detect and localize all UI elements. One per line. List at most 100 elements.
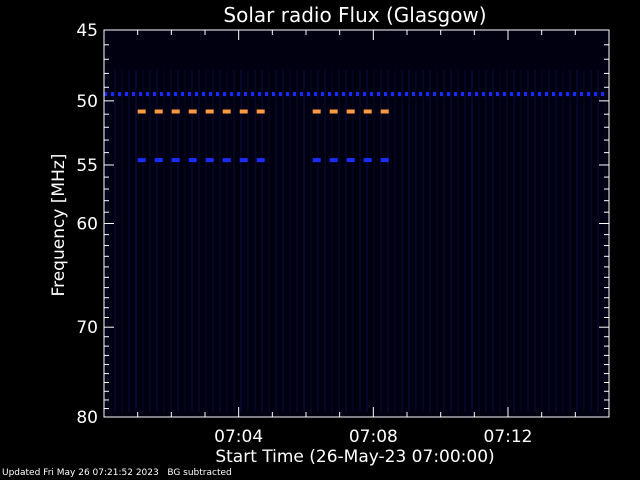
- background-streak: [506, 70, 508, 412]
- emission-segment: [111, 92, 114, 97]
- x-tick-label: 07:12: [484, 427, 533, 447]
- emission-segment: [566, 92, 569, 97]
- emission-segment: [447, 92, 450, 97]
- background-streak: [604, 70, 606, 412]
- background-streak: [576, 70, 578, 412]
- emission-segment: [239, 158, 248, 163]
- y-tick-label: 55: [76, 156, 98, 176]
- emission-segment: [223, 92, 226, 97]
- background-streak: [534, 70, 536, 412]
- background-streak: [135, 70, 137, 412]
- emission-segment: [230, 92, 233, 97]
- background-streak: [156, 70, 158, 412]
- y-tick-label: 80: [76, 408, 98, 428]
- emission-segment: [398, 92, 401, 97]
- background-streak: [317, 70, 319, 412]
- emission-segment: [132, 92, 135, 97]
- emission-segment: [370, 92, 373, 97]
- emission-segment: [531, 92, 534, 97]
- plot-area: [104, 30, 609, 417]
- bg-note: BG subtracted: [167, 468, 232, 478]
- emission-segment: [346, 109, 355, 114]
- emission-segment: [205, 109, 214, 114]
- background-streak: [352, 70, 354, 412]
- background-streak: [513, 70, 515, 412]
- emission-segment: [468, 92, 471, 97]
- background-streak: [457, 70, 459, 412]
- background-streak: [562, 70, 564, 412]
- emission-segment: [188, 92, 191, 97]
- background-streak: [254, 70, 256, 412]
- background-streak: [282, 70, 284, 412]
- emission-segment: [137, 109, 146, 114]
- emission-segment: [312, 109, 321, 114]
- emission-segment: [307, 92, 310, 97]
- y-tick-label: 45: [76, 21, 98, 41]
- emission-segment: [256, 158, 265, 163]
- emission-segment: [380, 109, 389, 114]
- background-streak: [443, 70, 445, 412]
- background-streak: [555, 70, 557, 412]
- background-streak: [492, 70, 494, 412]
- emission-segment: [104, 92, 107, 97]
- emission-segment: [279, 92, 282, 97]
- emission-segment: [363, 92, 366, 97]
- emission-segment: [244, 92, 247, 97]
- emission-segment: [440, 92, 443, 97]
- x-axis: 07:04 07:08 07:12: [137, 30, 576, 447]
- emission-segment: [496, 92, 499, 97]
- emission-segment: [222, 109, 231, 114]
- emission-segment: [538, 92, 541, 97]
- background-streak: [149, 70, 151, 412]
- emission-segment: [545, 92, 548, 97]
- background-streak: [478, 70, 480, 412]
- background-streak: [373, 70, 375, 412]
- emission-segment: [205, 158, 214, 163]
- y-axis: 45 50 55 60 70 80: [76, 21, 609, 428]
- emission-segment: [461, 92, 464, 97]
- background-streak: [331, 70, 333, 412]
- background-streak: [366, 70, 368, 412]
- emission-segment: [482, 92, 485, 97]
- emission-segment: [251, 92, 254, 97]
- emission-segment: [363, 109, 372, 114]
- emission-segment: [286, 92, 289, 97]
- emission-segment: [346, 158, 355, 163]
- background-streak: [499, 70, 501, 412]
- emission-segment: [237, 92, 240, 97]
- emission-segment: [601, 92, 604, 97]
- background-streak: [464, 70, 466, 412]
- background-streak: [394, 70, 396, 412]
- emission-segment: [524, 92, 527, 97]
- emission-segment: [510, 92, 513, 97]
- emission-segment: [363, 158, 372, 163]
- emission-segment: [419, 92, 422, 97]
- emission-segment: [174, 92, 177, 97]
- background-streak: [184, 70, 186, 412]
- background-streak: [268, 70, 270, 412]
- background-streak: [583, 70, 585, 412]
- background-streak: [163, 70, 165, 412]
- background-streak: [296, 70, 298, 412]
- emission-segment: [137, 158, 146, 163]
- emission-segment: [580, 92, 583, 97]
- emission-segment: [154, 158, 163, 163]
- background-streak: [310, 70, 312, 412]
- emission-segment: [160, 92, 163, 97]
- background-streak: [359, 70, 361, 412]
- emission-segment: [258, 92, 261, 97]
- background-streak: [408, 70, 410, 412]
- background-streak: [569, 70, 571, 412]
- emission-segment: [335, 92, 338, 97]
- background-streak: [450, 70, 452, 412]
- background-streak: [485, 70, 487, 412]
- emission-segment: [139, 92, 142, 97]
- background-streak: [226, 70, 228, 412]
- emission-segment: [412, 92, 415, 97]
- emission-segment: [594, 92, 597, 97]
- emission-segment: [272, 92, 275, 97]
- background-streak: [436, 70, 438, 412]
- emission-segment: [328, 92, 331, 97]
- emission-segment: [433, 92, 436, 97]
